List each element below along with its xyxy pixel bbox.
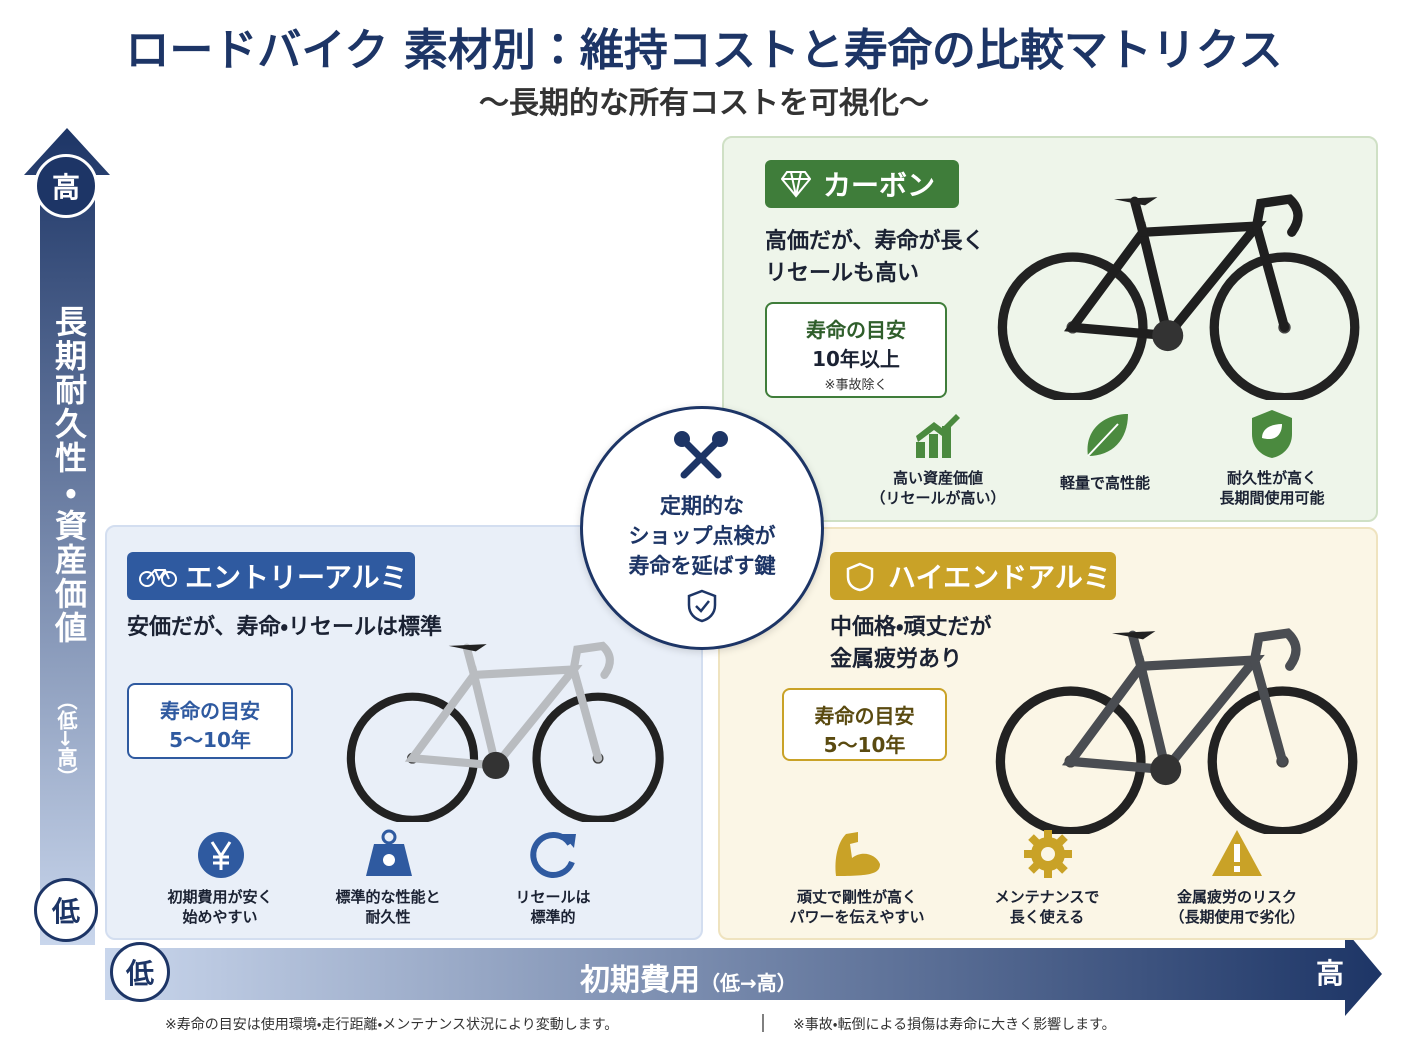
feature-text: メンテナンスで [994, 888, 1100, 906]
y-label: 長期耐久性・資産価値 [50, 305, 88, 645]
footnote: ※事故・転倒による損傷は寿命に大きく影響します。 [793, 1017, 1116, 1033]
feature-text: 頑丈で剛性が高く [796, 888, 917, 906]
highend-desc: 中価格・頑丈だが [830, 615, 992, 640]
center-text: 定期的な [660, 494, 744, 518]
bike-icon [139, 569, 177, 587]
feature-text: 金属疲労のリスク [1176, 888, 1297, 906]
feature-text: 耐久性が高く [1226, 469, 1317, 487]
footnote: ※寿命の目安は使用環境・走行距離・メンテナンス状況により変動します。 [165, 1017, 619, 1033]
x-label-text: 初期費用 [580, 963, 700, 998]
shield-icon [846, 562, 874, 592]
x-axis-arrow [105, 930, 1382, 1016]
feature-text: （長期使用で劣化） [1169, 908, 1305, 926]
center-text: ショップ点検が [628, 524, 776, 548]
warning-icon [1212, 830, 1262, 876]
center-text: 寿命を延ばす鍵 [628, 554, 776, 578]
entry-name: エントリーアルミ [185, 561, 408, 594]
shield-icon [1252, 410, 1292, 458]
x-high: 高 [1315, 957, 1344, 990]
weight-icon [366, 829, 412, 876]
highend-bike [988, 606, 1360, 834]
feature-text: 長期間使用可能 [1219, 489, 1325, 507]
muscle-icon [835, 832, 880, 876]
feature-text: 始めやすい [182, 908, 258, 926]
highend-life: 寿命の目安 5〜10年 [782, 688, 947, 761]
carbon-bike [990, 172, 1362, 400]
y-high: 高 [34, 154, 98, 218]
y-low: 低 [34, 878, 98, 942]
title: ロードバイク 素材別：維持コストと寿命の比較マトリクス [125, 25, 1283, 76]
carbon-desc: 高価だが、寿命が長く [765, 229, 985, 254]
feature-text: 軽量で高性能 [1059, 474, 1150, 492]
x-low: 低 [110, 942, 170, 1002]
check-shield [687, 589, 717, 623]
carbon-name: カーボン [823, 169, 936, 202]
feature-text: 標準的な性能と [335, 888, 441, 906]
life-value: 5〜10年 [823, 733, 906, 757]
x-range: （低→高） [700, 971, 797, 995]
carbon-pill: カーボン [765, 160, 959, 208]
feature-text: （リセールが高い） [870, 489, 1006, 507]
gear-icon [1024, 830, 1072, 878]
highend-name: ハイエンドアルミ [888, 561, 1111, 594]
yen-icon [198, 832, 244, 878]
diamond-icon [781, 171, 811, 198]
life-value: 5〜10年 [169, 728, 251, 752]
subtitle: 〜長期的な所有コストを可視化〜 [479, 86, 929, 121]
carbon-life: 寿命の目安 10年以上 ※事故除く [765, 302, 947, 398]
center-circle: 定期的なショップ点検が 寿命を延ばす鍵 [580, 406, 824, 650]
x-label: 初期費用（低→高） [580, 955, 797, 999]
y-axis-arrow [24, 128, 110, 945]
entry-life: 寿命の目安 5〜10年 [127, 683, 293, 759]
leaf-icon [1087, 414, 1128, 457]
carbon-desc: リセールも高い [765, 261, 920, 286]
life-label: 寿命の目安 [814, 704, 915, 728]
life-note: ※事故除く [824, 378, 888, 393]
feature-text: リセールは [515, 888, 591, 906]
feature-text: 初期費用が安く [167, 888, 273, 906]
feature-text: 長く使える [1009, 908, 1085, 926]
refresh-icon [530, 832, 576, 878]
y-range: （低→高） [54, 690, 78, 787]
entry-desc: 安価だが、寿命・リセールは標準 [127, 615, 443, 640]
feature-text: 耐久性 [365, 908, 411, 926]
life-value: 10年以上 [812, 347, 900, 371]
chart-icon [916, 414, 960, 458]
highend-desc: 金属疲労あり [830, 647, 963, 672]
entry-bike [340, 622, 666, 822]
life-label: 寿命の目安 [160, 699, 260, 723]
feature-text: 標準的 [530, 908, 576, 926]
feature-text: パワーを伝えやすい [789, 908, 925, 926]
entry-pill: エントリーアルミ [127, 552, 415, 600]
highend-pill: ハイエンドアルミ [830, 552, 1116, 600]
life-label: 寿命の目安 [806, 318, 906, 342]
tools-icon [674, 431, 728, 479]
feature-text: 高い資産価値 [892, 469, 983, 487]
